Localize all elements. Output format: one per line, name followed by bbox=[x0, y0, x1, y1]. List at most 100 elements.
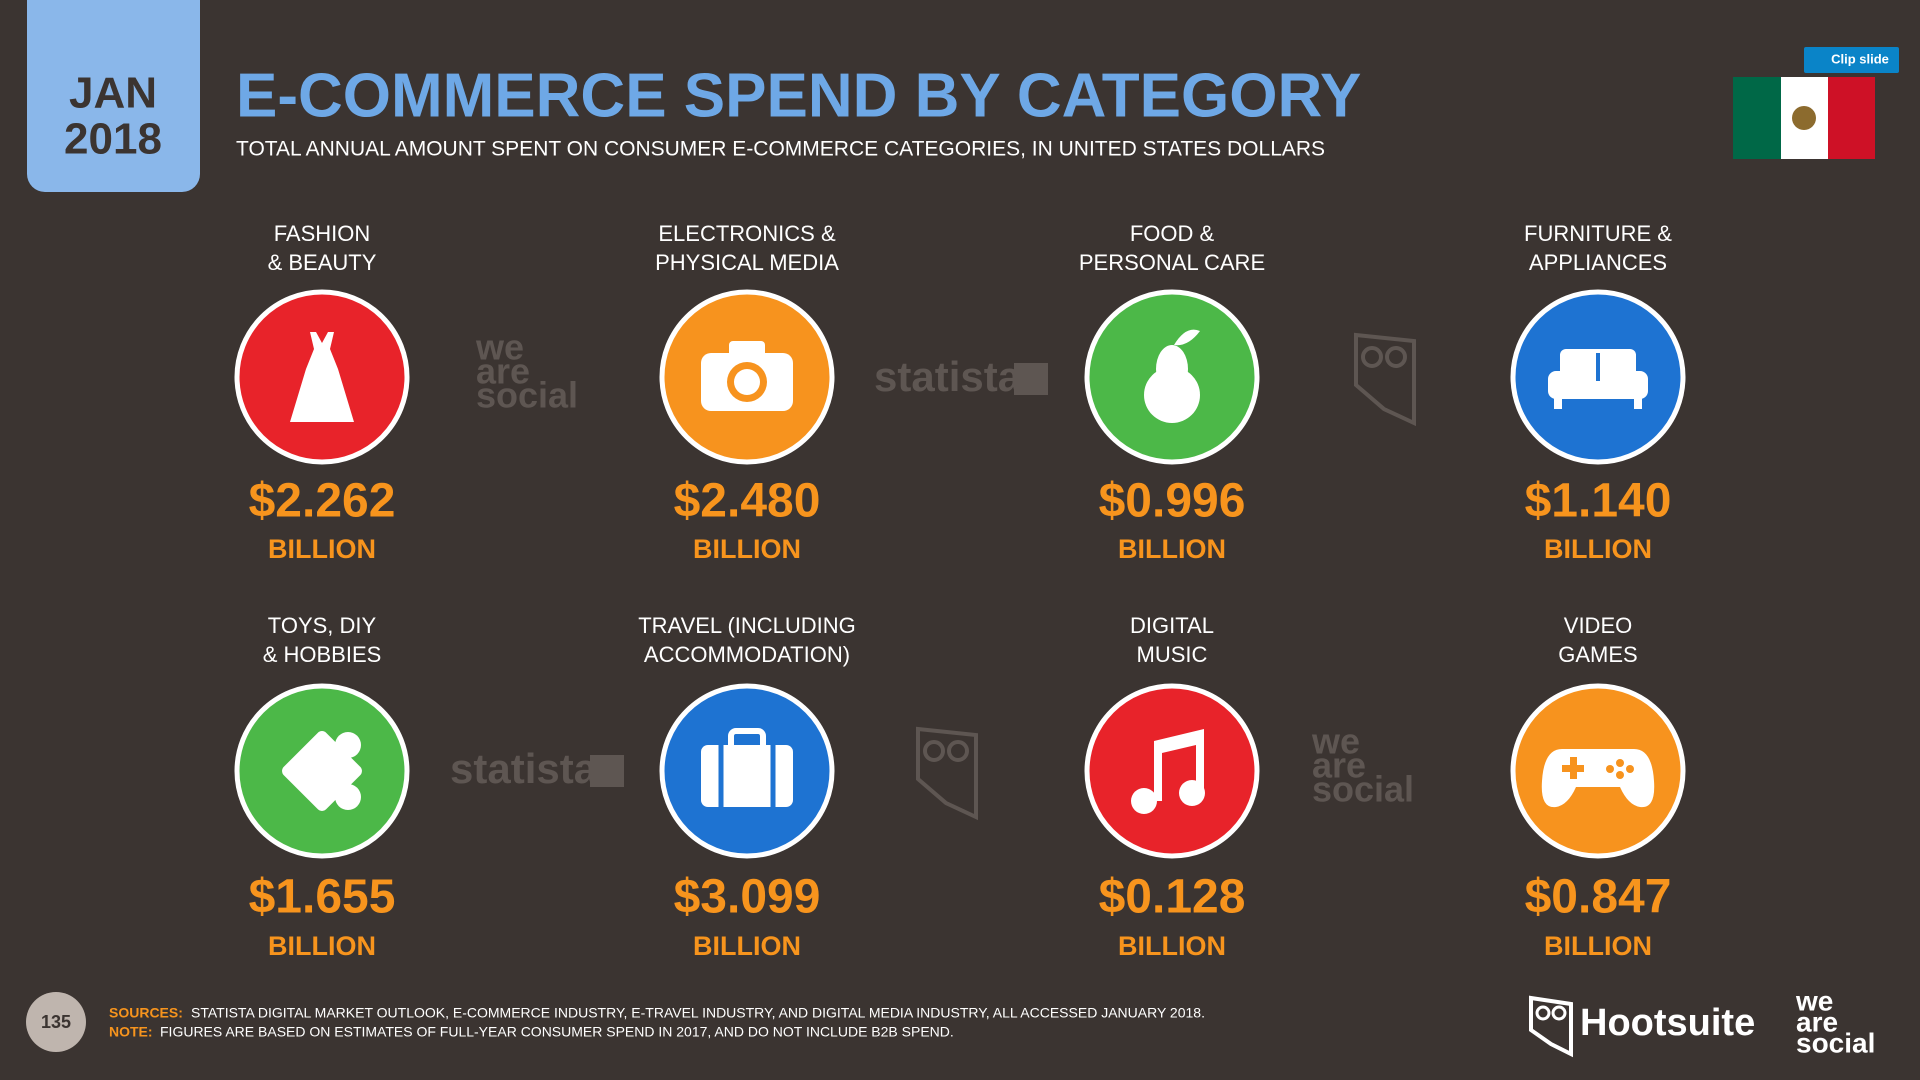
category-value: $2.480 bbox=[674, 475, 821, 528]
category-unit: BILLION bbox=[268, 534, 376, 564]
wm-we: we bbox=[1795, 985, 1833, 1016]
watermark-social: social bbox=[1312, 769, 1414, 810]
month: JAN bbox=[69, 69, 157, 118]
brand: Hootsuite bbox=[1580, 1002, 1755, 1044]
sources: STATISTA DIGITAL MARKET OUTLOOK, E-COMME… bbox=[191, 1005, 1205, 1021]
category-label: ELECTRONICS & bbox=[658, 221, 836, 246]
year: 2018 bbox=[64, 115, 162, 164]
icon-sofa-leg bbox=[1634, 397, 1642, 409]
category-unit: BILLION bbox=[1118, 931, 1226, 961]
page-badge bbox=[26, 992, 86, 1052]
watermark-social: we bbox=[1311, 721, 1360, 762]
category-label: TRAVEL (INCLUDING bbox=[638, 613, 856, 638]
category-label: GAMES bbox=[1558, 642, 1637, 667]
category-label: PHYSICAL MEDIA bbox=[655, 250, 839, 275]
category-label: & HOBBIES bbox=[263, 642, 382, 667]
icon-circle bbox=[1084, 683, 1260, 859]
page-number: 135 bbox=[41, 1012, 71, 1032]
category-label: ACCOMMODATION) bbox=[644, 642, 850, 667]
category-value: $0.847 bbox=[1525, 871, 1672, 924]
watermark-owl bbox=[1354, 332, 1416, 427]
wm-are: are bbox=[1796, 1006, 1838, 1037]
icon-pear-leaf bbox=[1174, 329, 1200, 346]
category-value: $2.262 bbox=[249, 475, 396, 528]
icon-dress bbox=[290, 332, 354, 422]
category-label: DIGITAL bbox=[1130, 613, 1214, 638]
category-label: FURNITURE & bbox=[1524, 221, 1672, 246]
icon-pear bbox=[1144, 367, 1200, 423]
watermark-statista-mark bbox=[1014, 363, 1048, 395]
flag bbox=[1733, 77, 1875, 159]
icon-sofa-leg bbox=[1554, 397, 1562, 409]
category-label: VIDEO bbox=[1564, 613, 1632, 638]
watermark-statista-mark bbox=[590, 755, 624, 787]
watermark-owl bbox=[916, 726, 978, 821]
subtitle: TOTAL ANNUAL AMOUNT SPENT ON CONSUMER E-… bbox=[236, 138, 1325, 161]
icon-dpad bbox=[1570, 757, 1577, 779]
clip-button-label[interactable]: Clip slide bbox=[1831, 51, 1889, 66]
note: FIGURES ARE BASED ON ESTIMATES OF FULL-Y… bbox=[160, 1024, 954, 1040]
owl-logo bbox=[1529, 995, 1573, 1058]
icon-puzzle-knob bbox=[335, 732, 361, 758]
owl-body bbox=[916, 726, 978, 821]
icon-camera-glass bbox=[734, 369, 760, 395]
clip-button[interactable] bbox=[1804, 47, 1899, 73]
category-value: $0.996 bbox=[1099, 475, 1246, 528]
icon-puzzle-knob bbox=[335, 784, 361, 810]
category-label: FOOD & bbox=[1130, 221, 1215, 246]
icon-case bbox=[701, 745, 793, 807]
owl-eye bbox=[1361, 346, 1383, 368]
icon-note-head bbox=[1179, 780, 1205, 806]
owl-eye bbox=[923, 740, 945, 762]
icon-gamepad bbox=[1541, 749, 1655, 808]
icon-camera-top bbox=[729, 341, 765, 357]
sources-label: SOURCES: bbox=[109, 1005, 183, 1021]
category-icon bbox=[234, 289, 410, 465]
category-unit: BILLION bbox=[1544, 534, 1652, 564]
category-label: MUSIC bbox=[1137, 642, 1208, 667]
watermark-social: we bbox=[475, 327, 524, 368]
icon-button bbox=[1606, 765, 1614, 773]
watermark-social: are bbox=[476, 351, 530, 392]
icon-button bbox=[1616, 771, 1624, 779]
note-label: NOTE: bbox=[109, 1024, 153, 1040]
category-icon bbox=[1510, 683, 1686, 859]
category-unit: BILLION bbox=[1544, 931, 1652, 961]
category-value: $3.099 bbox=[674, 871, 821, 924]
owl-body bbox=[1354, 332, 1416, 427]
owl-eye bbox=[947, 740, 969, 762]
icon-note bbox=[1154, 729, 1204, 801]
watermark-statista: statista bbox=[874, 353, 1022, 400]
category-value: $1.655 bbox=[249, 871, 396, 924]
icon-sofa-seat bbox=[1548, 371, 1648, 399]
category-unit: BILLION bbox=[693, 534, 801, 564]
watermark-social: are bbox=[1312, 745, 1366, 786]
category-label: APPLIANCES bbox=[1529, 250, 1667, 275]
icon-button bbox=[1626, 765, 1634, 773]
watermark-social: social bbox=[476, 375, 578, 416]
category-label: FASHION bbox=[274, 221, 371, 246]
category-label: TOYS, DIY bbox=[268, 613, 377, 638]
watermark-statista: statista bbox=[450, 745, 598, 792]
category-unit: BILLION bbox=[693, 931, 801, 961]
category-unit: BILLION bbox=[268, 931, 376, 961]
wm-social: social bbox=[1796, 1027, 1875, 1058]
title: E-COMMERCE SPEND BY CATEGORY bbox=[236, 61, 1361, 130]
category-value: $0.128 bbox=[1099, 871, 1246, 924]
category-icon bbox=[1084, 289, 1260, 465]
date-tab bbox=[27, 0, 200, 192]
category-unit: BILLION bbox=[1118, 534, 1226, 564]
category-label: & BEAUTY bbox=[268, 250, 377, 275]
category-icon bbox=[659, 683, 835, 859]
icon-button bbox=[1616, 759, 1624, 767]
category-icon bbox=[1510, 289, 1686, 465]
category-value: $1.140 bbox=[1525, 475, 1672, 528]
icon-pear-top bbox=[1156, 345, 1188, 393]
category-icon bbox=[659, 289, 835, 465]
icon-note-head bbox=[1131, 788, 1157, 814]
owl-eye bbox=[1385, 346, 1407, 368]
category-icon bbox=[1084, 683, 1260, 859]
category-icon bbox=[234, 683, 410, 859]
